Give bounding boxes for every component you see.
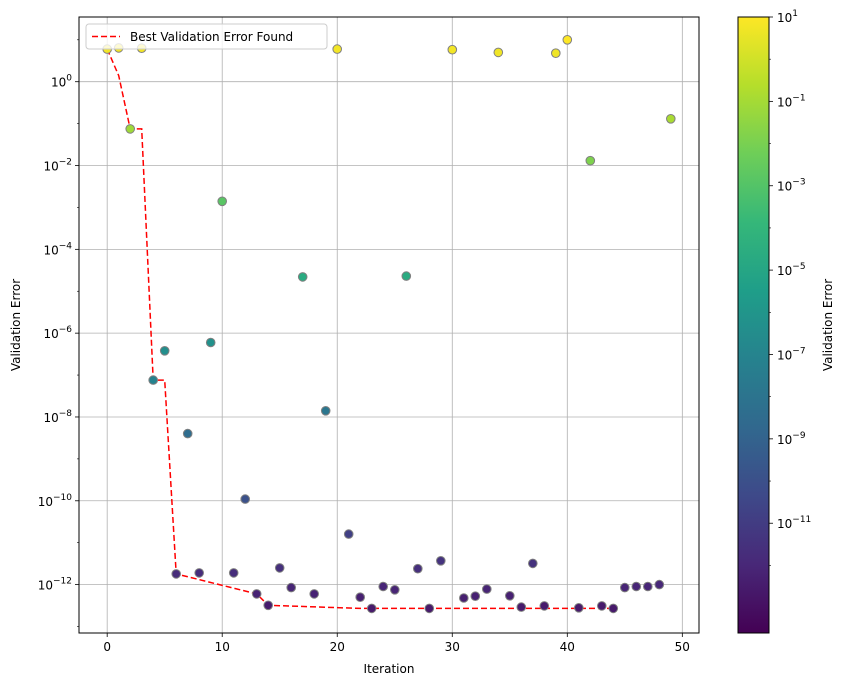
data-point bbox=[608, 603, 619, 614]
data-point bbox=[597, 601, 607, 611]
y-tick-label: 10−6 bbox=[43, 325, 72, 341]
data-point bbox=[205, 337, 216, 348]
data-point bbox=[459, 593, 469, 603]
colorbar-tick-label: 10−3 bbox=[777, 178, 806, 194]
x-gridlines bbox=[106, 17, 683, 633]
data-point bbox=[217, 196, 227, 207]
x-axis-label: Iteration bbox=[364, 662, 415, 676]
data-point bbox=[562, 35, 573, 45]
data-point bbox=[436, 556, 446, 566]
data-point bbox=[505, 591, 515, 601]
x-tick-label: 10 bbox=[215, 640, 230, 654]
data-point bbox=[171, 569, 181, 579]
y-tick-label: 10−4 bbox=[43, 241, 72, 257]
data-point bbox=[516, 602, 527, 612]
colorbar-tick-label: 10−5 bbox=[777, 262, 806, 278]
colorbar-ticks: 101 10−1 10−3 10−5 10−7 10−9 10−11 bbox=[769, 9, 811, 566]
data-point bbox=[251, 589, 262, 599]
data-point bbox=[286, 582, 297, 593]
best-validation-error-line bbox=[106, 48, 614, 610]
data-point bbox=[297, 272, 308, 282]
data-point bbox=[539, 601, 550, 611]
data-point bbox=[332, 44, 343, 54]
legend-box bbox=[85, 23, 328, 50]
data-point bbox=[148, 375, 158, 385]
plot-frame bbox=[78, 16, 700, 634]
y-axis-label: Validation Error bbox=[9, 279, 23, 371]
data-point bbox=[631, 581, 642, 592]
data-point bbox=[125, 124, 135, 134]
data-point bbox=[274, 563, 285, 573]
data-point bbox=[447, 44, 458, 55]
y-gridlines bbox=[79, 81, 699, 586]
data-point bbox=[378, 581, 389, 592]
legend-label: Best Validation Error Found bbox=[130, 30, 293, 44]
x-tick-label: 50 bbox=[675, 640, 690, 654]
colorbar-label: Validation Error bbox=[821, 279, 835, 371]
plot-background bbox=[79, 17, 699, 633]
data-point bbox=[194, 568, 204, 578]
data-point bbox=[390, 585, 400, 595]
colorbar-tick-label: 101 bbox=[777, 9, 798, 25]
data-point bbox=[424, 603, 435, 614]
y-tick-label: 100 bbox=[51, 74, 72, 90]
x-tick-label: 20 bbox=[330, 640, 345, 654]
colorbar: 101 10−1 10−3 10−5 10−7 10−9 10−11 Validation … bbox=[737, 9, 835, 634]
data-point bbox=[228, 568, 239, 578]
data-point bbox=[355, 592, 366, 603]
x-tick-label: 30 bbox=[445, 640, 460, 654]
data-point bbox=[309, 589, 320, 599]
data-point bbox=[493, 47, 504, 58]
data-point bbox=[240, 494, 250, 504]
y-tick-label: 10−10 bbox=[38, 493, 73, 509]
data-point bbox=[666, 114, 676, 124]
legend: Best Validation Error Found bbox=[85, 23, 328, 50]
data-point bbox=[654, 579, 665, 590]
data-point bbox=[574, 603, 584, 613]
data-point bbox=[263, 600, 274, 611]
data-point bbox=[343, 529, 354, 539]
data-point bbox=[482, 584, 492, 594]
x-axis-ticks: 0 10 20 30 40 50 bbox=[103, 633, 690, 654]
colorbar-tick-label: 10−7 bbox=[777, 346, 806, 362]
colorbar-gradient bbox=[737, 16, 770, 634]
data-point bbox=[320, 406, 331, 416]
data-point bbox=[470, 591, 481, 602]
data-point bbox=[585, 155, 596, 166]
data-point bbox=[551, 48, 561, 59]
y-tick-label: 10−12 bbox=[38, 577, 72, 593]
data-point bbox=[528, 558, 538, 569]
y-tick-label: 10−8 bbox=[43, 409, 72, 425]
data-point bbox=[413, 563, 423, 574]
data-point bbox=[182, 428, 193, 439]
y-axis-ticks: 100 10−2 10−4 10−6 10−8 10−10 10−12 bbox=[38, 39, 79, 627]
colorbar-tick-label: 10−1 bbox=[777, 93, 806, 109]
data-point bbox=[620, 582, 630, 593]
colorbar-tick-label: 10−11 bbox=[777, 515, 811, 531]
data-point bbox=[643, 581, 653, 592]
data-point bbox=[366, 603, 377, 614]
data-point bbox=[401, 271, 412, 281]
x-tick-label: 0 bbox=[103, 640, 111, 654]
x-tick-label: 40 bbox=[560, 640, 575, 654]
y-tick-label: 10−2 bbox=[43, 158, 72, 174]
colorbar-tick-label: 10−9 bbox=[777, 431, 806, 447]
data-point bbox=[159, 346, 170, 356]
